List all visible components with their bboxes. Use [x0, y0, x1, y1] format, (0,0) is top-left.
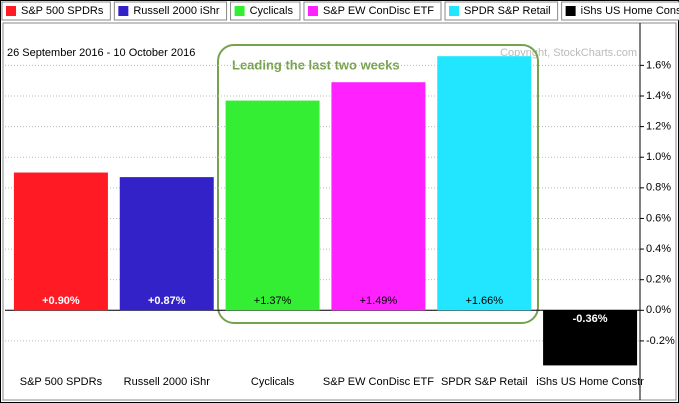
y-tick-label: 0.0% — [646, 304, 671, 316]
legend-label: SPDR S&P Retail — [464, 5, 551, 17]
y-tick-label: 1.2% — [646, 121, 671, 133]
bar — [119, 177, 214, 311]
legend-item: S&P 500 SPDRs — [1, 1, 111, 21]
legend-label: Russell 2000 iShr — [133, 5, 220, 17]
y-tick-label: 1.6% — [646, 59, 671, 71]
y-tick-label: 1.0% — [646, 151, 671, 163]
value-label: -0.36% — [573, 313, 608, 325]
x-tick-label: SPDR S&P Retail — [441, 376, 528, 388]
value-label: +0.90% — [42, 295, 80, 307]
value-label: +0.87% — [148, 295, 186, 307]
y-tick-label: 0.8% — [646, 182, 671, 194]
bar — [437, 56, 532, 311]
x-tick-label: S&P 500 SPDRs — [20, 376, 103, 388]
y-tick-label: 1.4% — [646, 90, 671, 102]
x-tick-label: Russell 2000 iShr — [124, 376, 211, 388]
y-tick-label: 0.4% — [646, 243, 671, 255]
legend-label: S&P 500 SPDRs — [21, 5, 104, 17]
legend-item: SPDR S&P Retail — [444, 1, 559, 21]
legend-box — [303, 1, 442, 21]
highlight-label: Leading the last two weeks — [232, 57, 400, 72]
legend-box — [113, 1, 228, 21]
legend-item: iShs US Home Constr — [561, 1, 679, 21]
legend-box — [444, 1, 559, 21]
legend-swatch — [118, 6, 129, 16]
value-label: +1.66% — [465, 295, 503, 307]
bar — [13, 172, 108, 311]
x-tick-label: iShs US Home Constr — [536, 376, 644, 388]
legend-label: S&P EW ConDisc ETF — [323, 5, 434, 17]
legend-item: Russell 2000 iShr — [113, 1, 228, 21]
legend-box — [230, 1, 301, 21]
y-tick-label: 0.2% — [646, 274, 671, 286]
highlight-box — [217, 44, 539, 324]
bar — [331, 82, 426, 311]
legend-item: S&P EW ConDisc ETF — [303, 1, 442, 21]
value-label: +1.49% — [360, 295, 398, 307]
y-tick-label: 0.6% — [646, 212, 671, 224]
legend-swatch — [307, 6, 318, 16]
legend-item: Cyclicals — [230, 1, 301, 21]
legend-label: Cyclicals — [250, 5, 294, 17]
x-tick-label: S&P EW ConDisc ETF — [323, 376, 434, 388]
bar — [543, 310, 638, 366]
y-tick-label: -0.2% — [646, 335, 675, 347]
legend-box — [1, 1, 111, 21]
legend-swatch — [6, 6, 16, 16]
x-tick-label: Cyclicals — [251, 376, 295, 388]
chart-border — [2, 22, 677, 401]
date-range: 26 September 2016 - 10 October 2016 — [7, 47, 195, 59]
value-label: +1.37% — [254, 295, 292, 307]
legend-swatch — [234, 6, 245, 16]
legend-swatch — [449, 6, 460, 16]
legend-box — [561, 1, 679, 21]
bar — [225, 100, 320, 311]
legend-swatch — [565, 6, 576, 16]
legend-label: iShs US Home Constr — [581, 5, 679, 17]
